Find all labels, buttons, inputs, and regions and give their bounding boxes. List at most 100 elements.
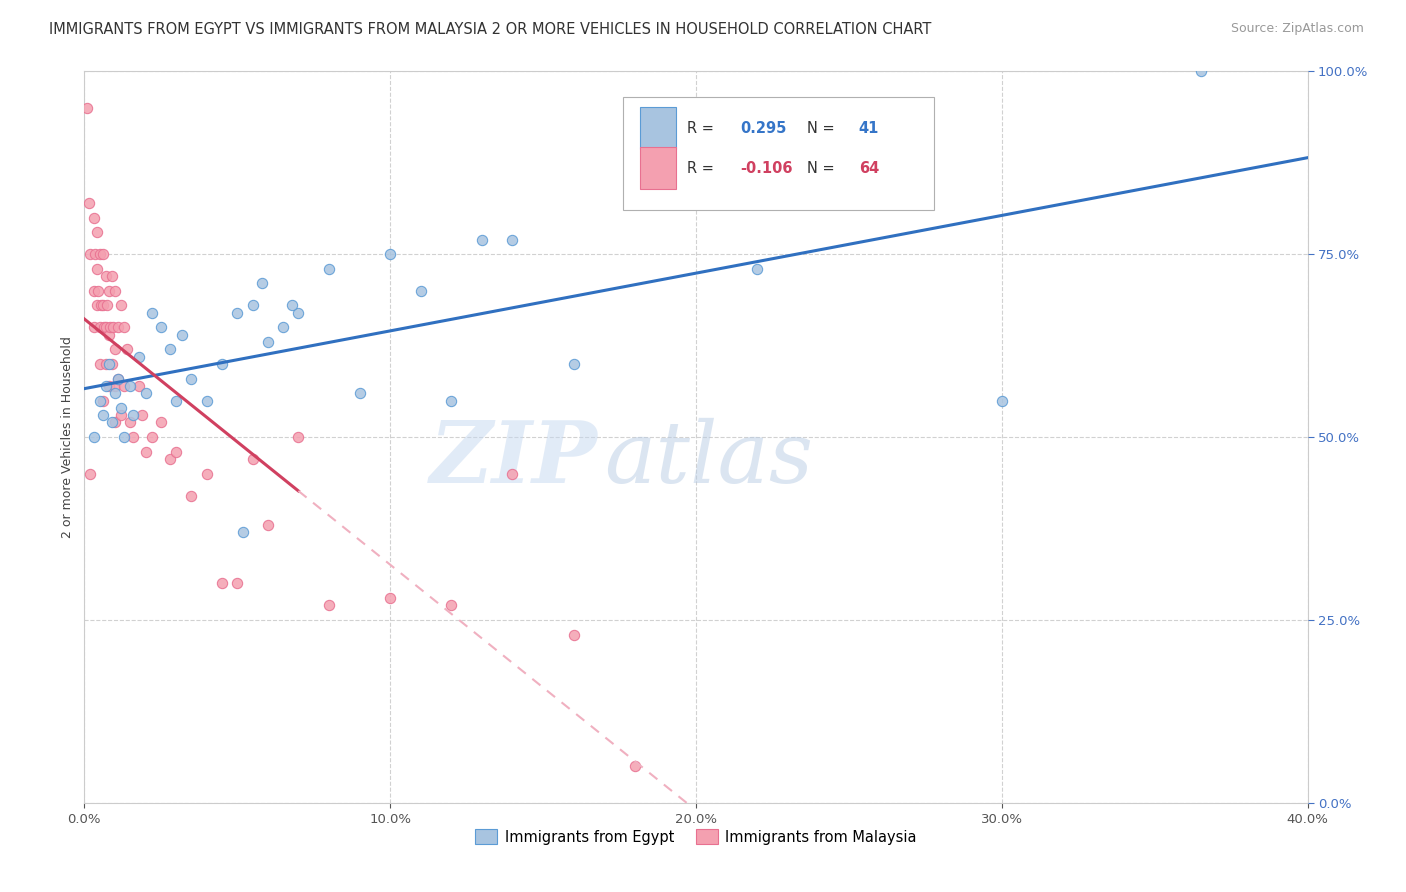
Point: [104, 416, 127, 430]
Point: [91, 298, 114, 312]
Y-axis label: 2 or more Vehicles in Household: 2 or more Vehicles in Household: [60, 336, 75, 538]
Point: [502, 233, 524, 247]
Point: [318, 599, 340, 613]
Point: [94, 357, 117, 371]
Text: N =: N =: [807, 161, 839, 176]
Point: [112, 430, 135, 444]
Point: [97, 357, 120, 371]
Point: [115, 343, 138, 357]
Point: [79, 467, 101, 481]
Text: 0.295: 0.295: [740, 121, 786, 136]
Point: [101, 416, 124, 430]
Point: [257, 517, 280, 532]
Point: [250, 277, 273, 291]
Text: N =: N =: [807, 121, 839, 136]
Point: [135, 386, 157, 401]
Point: [159, 452, 181, 467]
Text: Source: ZipAtlas.com: Source: ZipAtlas.com: [1230, 22, 1364, 36]
Point: [991, 393, 1014, 408]
Point: [257, 334, 280, 349]
Point: [122, 430, 145, 444]
Point: [128, 350, 150, 364]
Point: [159, 343, 181, 357]
Point: [77, 196, 100, 211]
Point: [120, 379, 142, 393]
Point: [83, 320, 105, 334]
Point: [380, 247, 402, 261]
Text: 64: 64: [859, 161, 879, 176]
Point: [135, 444, 157, 458]
Point: [409, 284, 432, 298]
Point: [84, 247, 107, 261]
Point: [165, 393, 187, 408]
Point: [149, 416, 172, 430]
Point: [226, 576, 249, 591]
Point: [624, 759, 647, 773]
Point: [104, 386, 127, 401]
Point: [104, 284, 127, 298]
Point: [141, 430, 163, 444]
Point: [97, 284, 120, 298]
Point: [120, 416, 142, 430]
Point: [440, 599, 463, 613]
Point: [1189, 64, 1212, 78]
Point: [131, 408, 153, 422]
Point: [87, 284, 110, 298]
Point: [195, 467, 218, 481]
Point: [112, 320, 135, 334]
Point: [83, 211, 105, 225]
Point: [104, 379, 127, 393]
Point: [271, 320, 294, 334]
Point: [89, 357, 111, 371]
Point: [89, 247, 111, 261]
Point: [76, 101, 98, 115]
Point: [110, 408, 132, 422]
Point: [287, 306, 309, 320]
Point: [79, 247, 101, 261]
FancyBboxPatch shape: [640, 107, 676, 149]
Point: [211, 357, 233, 371]
Point: [112, 379, 135, 393]
Point: [110, 401, 132, 415]
Point: [471, 233, 494, 247]
Text: R =: R =: [688, 161, 718, 176]
Legend: Immigrants from Egypt, Immigrants from Malaysia: Immigrants from Egypt, Immigrants from M…: [470, 823, 922, 850]
Text: atlas: atlas: [605, 417, 813, 500]
Point: [110, 298, 132, 312]
Point: [97, 379, 120, 393]
Point: [86, 261, 108, 276]
Point: [101, 269, 124, 284]
Point: [98, 320, 121, 334]
Point: [93, 320, 115, 334]
Point: [86, 298, 108, 312]
Point: [128, 379, 150, 393]
Text: 41: 41: [859, 121, 879, 136]
Point: [107, 320, 129, 334]
Point: [502, 467, 524, 481]
Point: [90, 298, 112, 312]
Text: -0.106: -0.106: [740, 161, 793, 176]
Point: [91, 247, 114, 261]
Point: [107, 371, 129, 385]
Point: [287, 430, 309, 444]
Point: [96, 298, 118, 312]
Point: [97, 327, 120, 342]
Text: IMMIGRANTS FROM EGYPT VS IMMIGRANTS FROM MALAYSIA 2 OR MORE VEHICLES IN HOUSEHOL: IMMIGRANTS FROM EGYPT VS IMMIGRANTS FROM…: [49, 22, 932, 37]
Point: [232, 525, 254, 540]
Point: [91, 408, 114, 422]
Point: [440, 393, 463, 408]
Point: [89, 393, 111, 408]
Point: [101, 357, 124, 371]
Point: [226, 306, 249, 320]
Point: [86, 225, 108, 239]
Point: [91, 393, 114, 408]
Point: [89, 320, 111, 334]
Point: [165, 444, 187, 458]
Point: [104, 343, 127, 357]
Point: [562, 627, 585, 641]
Point: [562, 357, 585, 371]
Point: [349, 386, 371, 401]
Point: [380, 591, 402, 605]
FancyBboxPatch shape: [640, 147, 676, 189]
Point: [122, 408, 145, 422]
